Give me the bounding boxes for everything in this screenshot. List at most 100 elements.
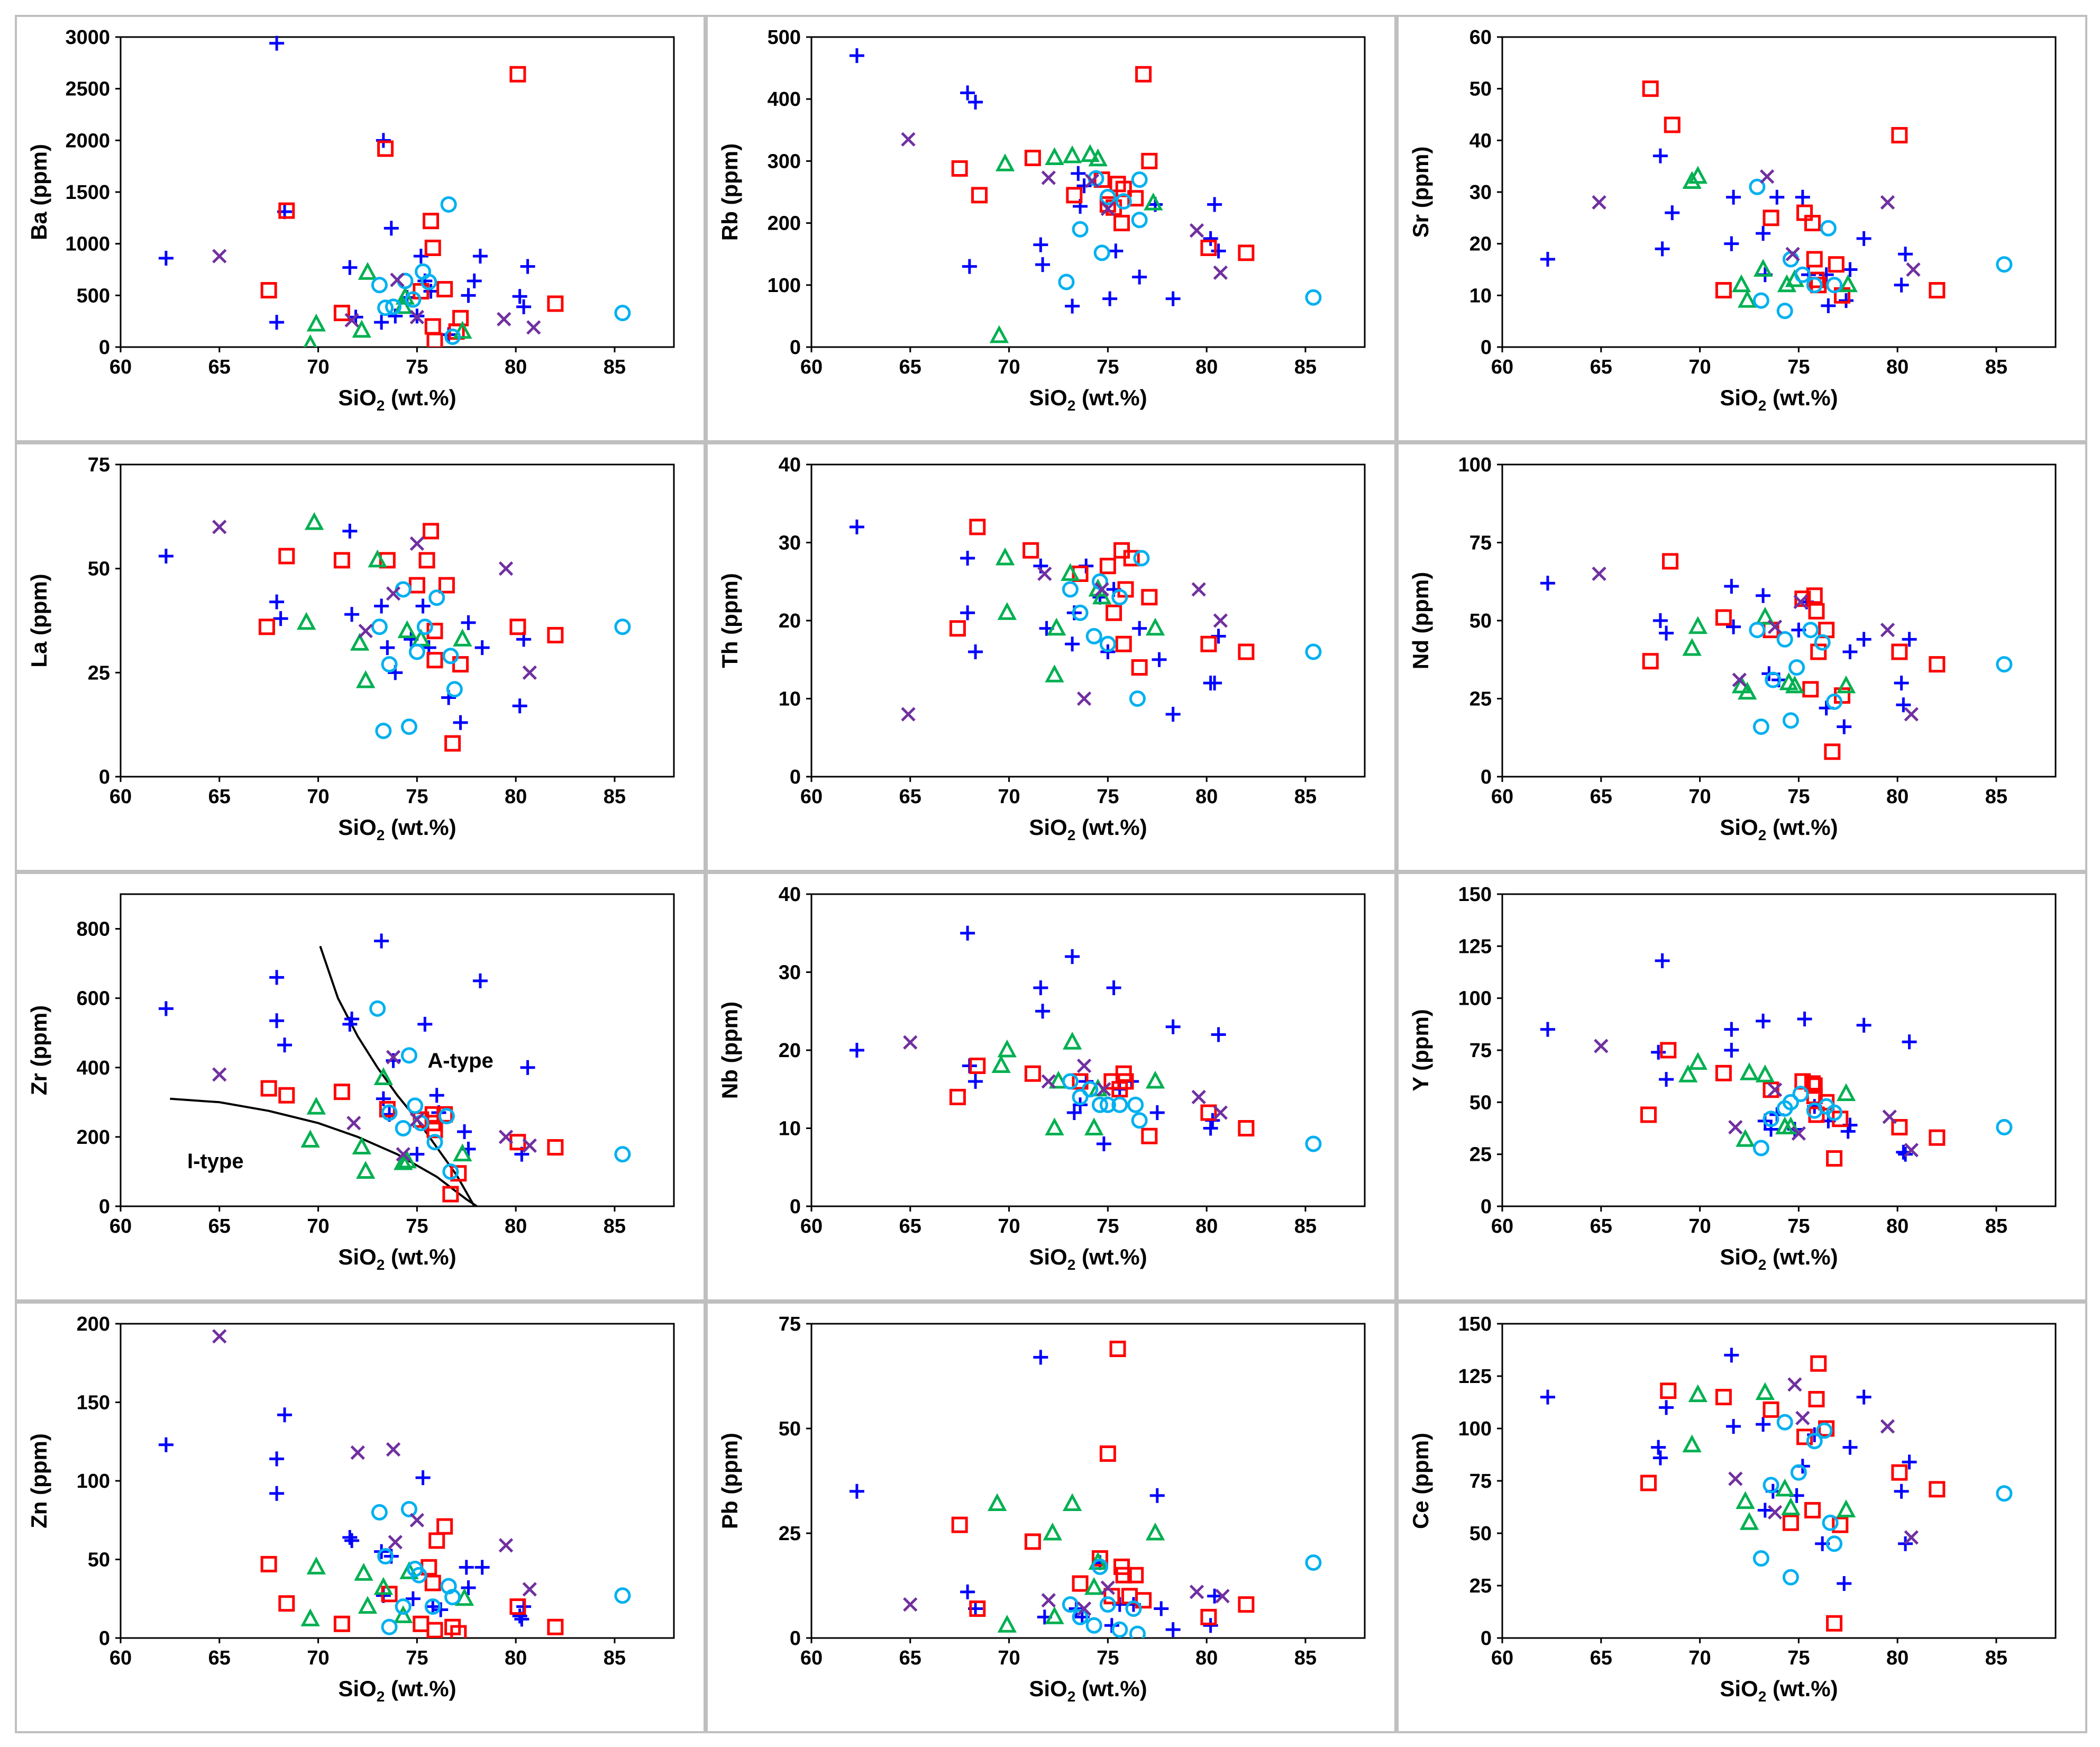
data-point-square [1640, 1106, 1657, 1123]
data-point-plus [1033, 1350, 1048, 1365]
data-point-cross [1594, 1039, 1609, 1053]
data-point-triangle [1045, 1606, 1064, 1624]
data-point-circle [1763, 1111, 1779, 1127]
data-point-triangle [373, 1577, 394, 1595]
data-point-cross [498, 561, 514, 576]
data-point-triangle [1738, 681, 1757, 700]
data-point-circle [400, 718, 417, 735]
data-point-plus [1837, 1576, 1852, 1591]
data-point-triangle [1688, 1384, 1708, 1403]
x-tick-label: 75 [1787, 786, 1810, 808]
data-point-square [1715, 609, 1732, 626]
data-point-cross [386, 586, 401, 601]
data-point-plus [1724, 1348, 1739, 1363]
data-point-plus [1203, 1618, 1218, 1633]
y-tick-label: 50 [1469, 610, 1492, 632]
data-point-triangle [453, 629, 472, 647]
plot-frame [120, 893, 675, 1207]
data-point-square [438, 577, 455, 594]
data-point-circle [1820, 220, 1837, 236]
data-point-square [436, 281, 453, 298]
data-point-triangle [395, 286, 415, 305]
data-point-cross [1906, 262, 1921, 277]
y-tick-label: 150 [77, 1392, 110, 1414]
y-tick-label: 25 [88, 662, 110, 684]
data-point-plus [960, 1584, 975, 1599]
chart-panel-th: 60 65 70 75 80 85 0 10 20 30 40 SiO2 (wt.%) Th (ppm) [706, 442, 1396, 872]
data-point-plus [1769, 189, 1785, 205]
y-tick-label: 0 [1481, 766, 1492, 788]
data-point-circle [1062, 1073, 1079, 1090]
data-point-plus [1724, 1022, 1739, 1037]
data-point-cross [901, 707, 916, 722]
data-point-square [1099, 1445, 1116, 1462]
data-point-plus [1165, 291, 1181, 306]
x-tick-label: 70 [307, 356, 329, 378]
data-point-square [1238, 1120, 1255, 1136]
data-point-triangle [352, 320, 371, 338]
data-point-cross [1767, 1505, 1783, 1520]
data-point-cross [1076, 691, 1092, 706]
data-point-plus [429, 1088, 444, 1103]
x-tick-label: 85 [1294, 786, 1317, 808]
y-tick-label: 1000 [65, 233, 110, 256]
x-axis-label: SiO2 (wt.%) [1720, 1244, 1838, 1273]
data-point-cross [1041, 170, 1056, 185]
data-point-triangle [1062, 1031, 1082, 1050]
plot-frame [120, 463, 675, 778]
data-point-plus [474, 640, 490, 656]
data-point-triangle [1043, 1522, 1062, 1541]
data-point-triangle [995, 153, 1015, 171]
y-tick-label: 100 [77, 1470, 110, 1493]
data-point-square [1824, 743, 1841, 760]
data-point-circle [1749, 178, 1766, 195]
x-tick-label: 85 [604, 356, 626, 378]
data-point-triangle [1836, 675, 1856, 694]
data-point-square [426, 652, 443, 669]
data-point-plus [1655, 241, 1670, 257]
y-tick-label: 25 [1469, 1144, 1492, 1166]
data-point-plus [158, 1001, 174, 1016]
data-point-circle [400, 1047, 417, 1064]
data-point-plus [1154, 1601, 1169, 1616]
data-point-square [547, 627, 564, 644]
chart-svg-la: 60 65 70 75 80 85 0 25 50 75 SiO2 (wt.%) La (ppm) [15, 442, 706, 872]
data-point-circle [444, 328, 461, 345]
data-point-square [444, 735, 461, 752]
data-point-square [1200, 1104, 1217, 1121]
data-point-square [1929, 282, 1946, 299]
data-point-circle [1802, 622, 1819, 639]
data-point-circle [1806, 277, 1823, 294]
y-tick-label: 2000 [65, 130, 110, 152]
data-point-circle [426, 1134, 443, 1151]
data-point-cross [1213, 265, 1228, 280]
data-point-circle [446, 681, 463, 698]
data-point-plus [1211, 1027, 1226, 1042]
x-tick-label: 75 [1097, 1647, 1119, 1669]
data-point-square [1123, 550, 1140, 567]
chart-svg-sr: 60 65 70 75 80 85 0 10 20 30 40 50 60 SiO2 (wt.%) Sr (… [1396, 15, 2087, 442]
data-point-triangle [354, 1562, 373, 1581]
data-point-plus [1726, 1419, 1741, 1434]
x-tick-label: 75 [1787, 1215, 1810, 1238]
data-point-cross [901, 132, 916, 147]
data-point-cross [1767, 620, 1783, 634]
data-point-circle [442, 1163, 459, 1180]
data-point-circle [1305, 289, 1322, 306]
data-point-square [1106, 604, 1122, 621]
data-point-square [547, 1139, 564, 1156]
data-point-plus [1066, 1105, 1082, 1120]
panel-border [1396, 442, 2087, 872]
data-point-square [1763, 210, 1779, 226]
x-axis-label: SiO2 (wt.%) [1720, 1676, 1838, 1705]
plot-frame [810, 36, 1366, 348]
x-tick-label: 60 [800, 1215, 823, 1238]
y-tick-label: 0 [790, 1627, 801, 1650]
x-tick-label: 85 [1985, 1215, 2007, 1238]
data-point-square [969, 1600, 986, 1617]
markers [158, 933, 631, 1203]
data-point-square [969, 1058, 986, 1074]
annotation-a-type: A-type [427, 1049, 493, 1072]
data-point-plus [1659, 1400, 1674, 1415]
data-point-circle [381, 656, 398, 673]
